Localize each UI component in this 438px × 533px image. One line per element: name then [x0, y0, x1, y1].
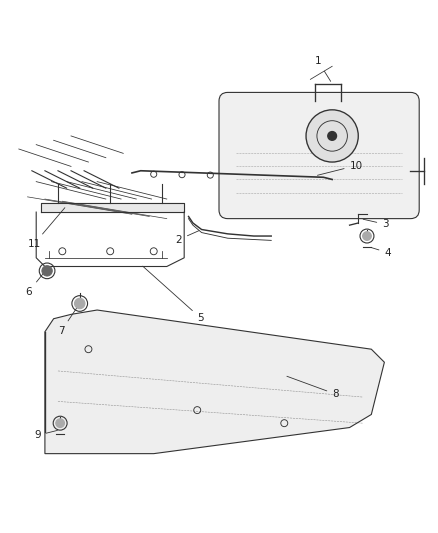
Text: 7: 7 — [58, 306, 78, 336]
Text: 3: 3 — [363, 219, 389, 229]
Text: 11: 11 — [28, 208, 65, 249]
Text: 5: 5 — [143, 266, 204, 323]
Text: 10: 10 — [318, 160, 363, 175]
Circle shape — [363, 232, 371, 240]
Text: 2: 2 — [176, 231, 199, 245]
Polygon shape — [45, 310, 385, 454]
FancyBboxPatch shape — [219, 92, 419, 219]
Text: 9: 9 — [34, 430, 57, 440]
Circle shape — [74, 298, 85, 309]
Circle shape — [306, 110, 358, 162]
Text: 6: 6 — [25, 271, 46, 297]
Text: 4: 4 — [372, 248, 391, 257]
Circle shape — [56, 419, 64, 427]
Text: 1: 1 — [315, 56, 331, 82]
Circle shape — [42, 265, 52, 276]
Text: 8: 8 — [287, 376, 339, 399]
Polygon shape — [41, 204, 184, 212]
Circle shape — [328, 132, 336, 140]
